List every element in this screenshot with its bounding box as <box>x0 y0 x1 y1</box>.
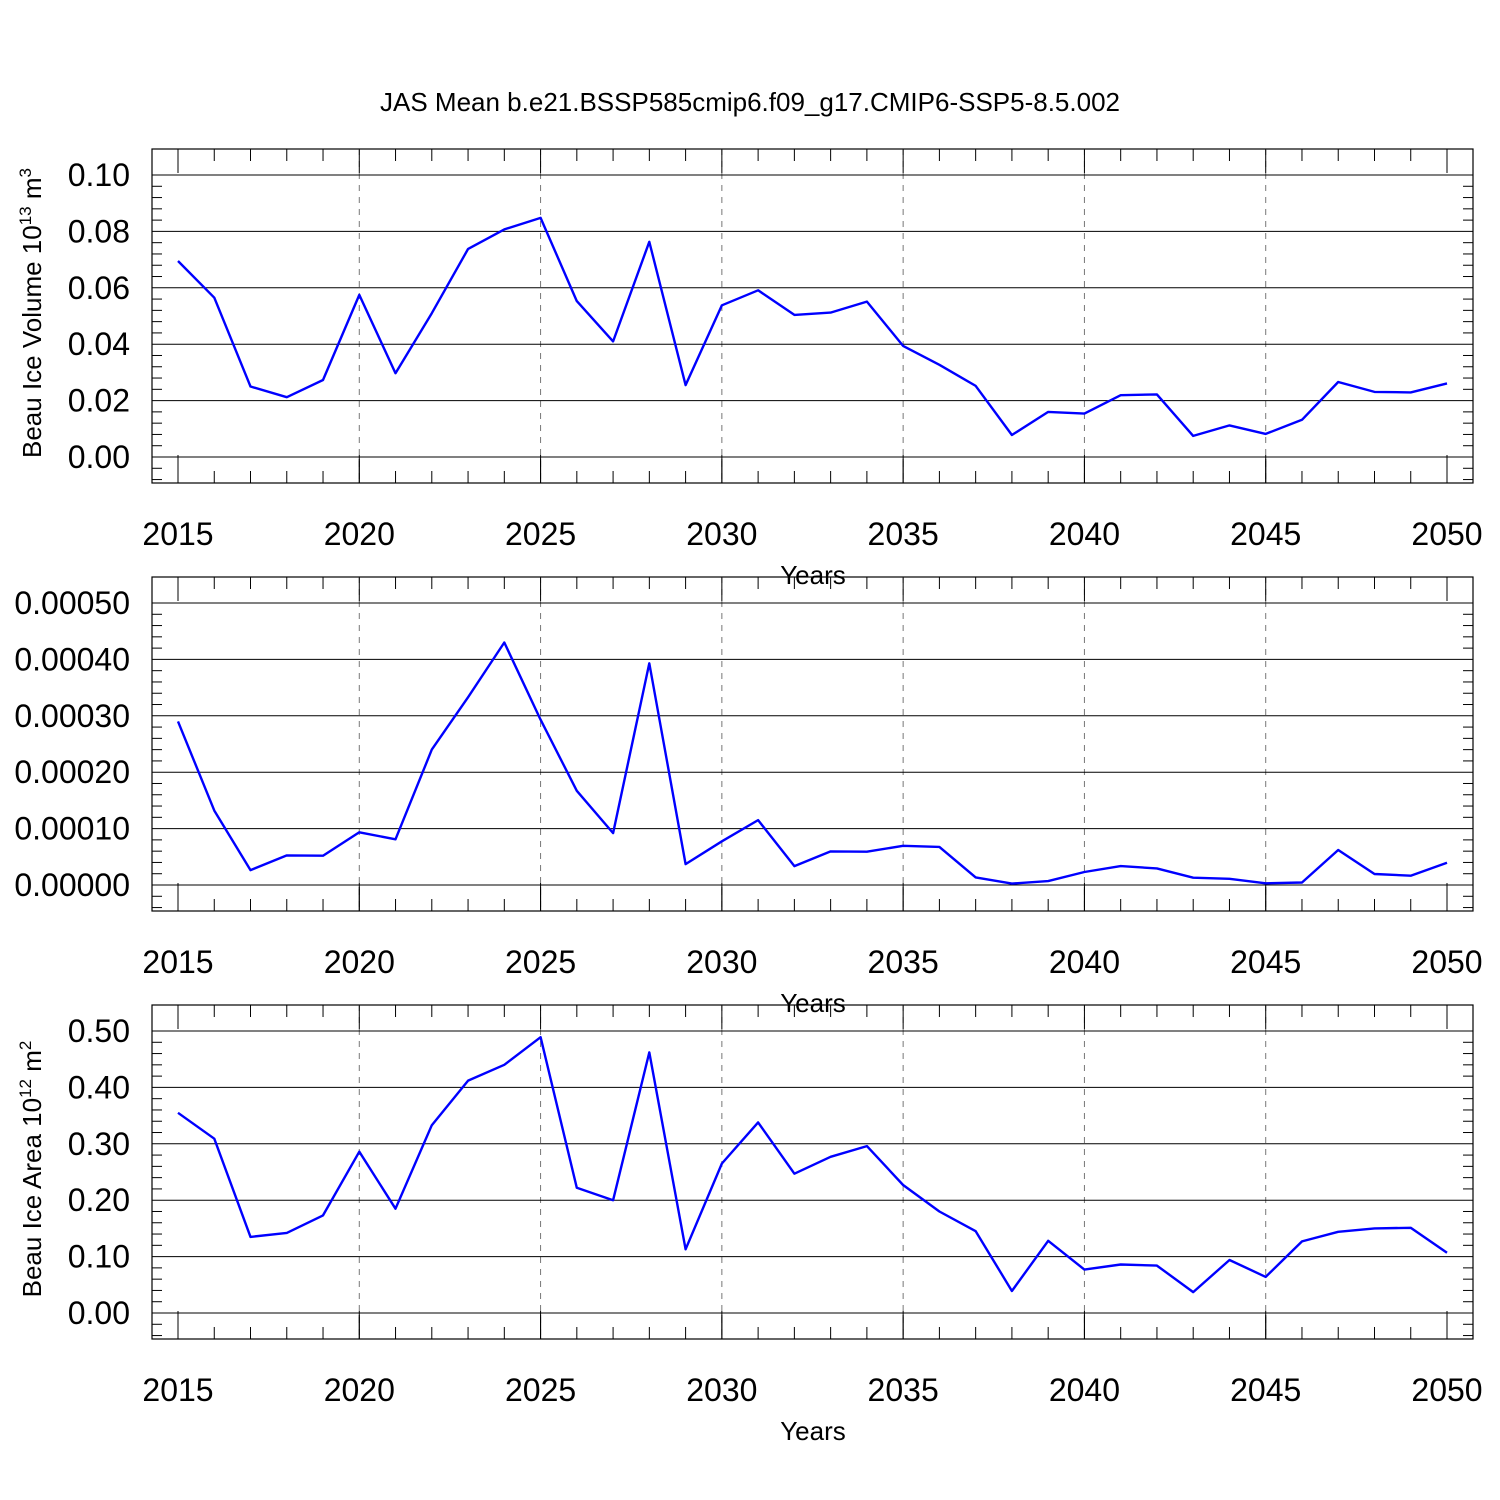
x-tick-label: 2050 <box>1411 1372 1482 1408</box>
y-tick-label: 0.10 <box>68 157 130 193</box>
x-axis-label: Years <box>780 560 846 590</box>
y-tick-label: 0.00010 <box>14 811 130 847</box>
y-tick-label: 0.04 <box>68 326 130 362</box>
x-tick-label: 2025 <box>505 944 576 980</box>
x-tick-label: 2020 <box>324 1372 395 1408</box>
y-tick-label: 0.00020 <box>14 754 130 790</box>
y-axis-label-exponent: 12 <box>16 1079 35 1098</box>
y-tick-label: 0.08 <box>68 213 130 249</box>
y-tick-label: 0.00000 <box>14 867 130 903</box>
y-axis-label: Beau Ice Area 1012 m2 <box>16 1041 47 1298</box>
x-tick-label: 2030 <box>686 516 757 552</box>
y-tick-label: 0.00040 <box>14 641 130 677</box>
x-tick-label: 2035 <box>868 1372 939 1408</box>
x-tick-label: 2020 <box>324 944 395 980</box>
panel-3: 0.00 0.10 0.20 0.30 0.40 0.50 2015 2020 2025 2030… <box>16 1004 1483 1446</box>
plot-frame <box>151 1004 1474 1340</box>
panel-1: 0.00 0.02 0.04 0.06 0.08 0.10 2015 2020 2025 2030… <box>16 148 1483 590</box>
x-tick-label: 2035 <box>868 516 939 552</box>
y-axis-label-unit: m <box>17 177 47 206</box>
x-tick-label: 2050 <box>1411 944 1482 980</box>
x-tick-label: 2045 <box>1230 944 1301 980</box>
x-tick-label: 2015 <box>142 944 213 980</box>
y-axis-label-unit: m <box>17 1050 47 1079</box>
y-tick-label: 0.00 <box>68 439 130 475</box>
y-tick-label: 0.40 <box>68 1069 130 1105</box>
y-tick-label: 0.00050 <box>14 585 130 621</box>
y-tick-label: 0.30 <box>68 1126 130 1162</box>
y-tick-label: 0.50 <box>68 1013 130 1049</box>
series-line <box>176 641 1448 885</box>
x-tick-label: 2025 <box>505 1372 576 1408</box>
plot-frame <box>151 576 1474 912</box>
x-axis-label: Years <box>780 1416 846 1446</box>
x-tick-label: 2040 <box>1049 516 1120 552</box>
y-tick-label: 0.02 <box>68 383 130 419</box>
x-tick-label: 2035 <box>868 944 939 980</box>
y-axis-label-exponent: 13 <box>16 206 35 225</box>
panel-2: 0.00000 0.00010 0.00020 0.00030 0.00040 0.000… <box>14 576 1483 1018</box>
y-tick-label: 0.10 <box>68 1239 130 1275</box>
y-axis-label-text: Beau Ice Area 10 <box>17 1098 47 1297</box>
y-axis-label-text: Beau Ice Volume 10 <box>17 225 47 458</box>
series-line <box>177 1035 1448 1294</box>
y-tick-label: 0.06 <box>68 270 130 306</box>
series-line <box>177 216 1448 438</box>
x-tick-label: 2025 <box>505 516 576 552</box>
x-tick-label: 2015 <box>142 516 213 552</box>
y-axis-label-unit-exponent: 2 <box>16 1041 35 1050</box>
chart-title: JAS Mean b.e21.BSSP585cmip6.f09_g17.CMIP… <box>380 87 1120 117</box>
x-tick-label: 2020 <box>324 516 395 552</box>
y-tick-label: 0.00 <box>68 1295 130 1331</box>
y-axis-label-unit-exponent: 3 <box>16 168 35 177</box>
panels: 0.00 0.02 0.04 0.06 0.08 0.10 2015 2020 2025 2030… <box>14 148 1483 1446</box>
x-tick-label: 2040 <box>1049 944 1120 980</box>
plot-frame <box>151 148 1474 484</box>
x-tick-label: 2045 <box>1230 516 1301 552</box>
x-tick-label: 2045 <box>1230 1372 1301 1408</box>
y-tick-label: 0.00030 <box>14 698 130 734</box>
y-axis-label: Beau Ice Volume 1013 m3 <box>16 168 47 458</box>
x-tick-label: 2015 <box>142 1372 213 1408</box>
x-tick-label: 2040 <box>1049 1372 1120 1408</box>
x-tick-label: 2050 <box>1411 516 1482 552</box>
x-axis-label: Years <box>780 988 846 1018</box>
y-tick-label: 0.20 <box>68 1182 130 1218</box>
x-tick-label: 2030 <box>686 944 757 980</box>
x-tick-label: 2030 <box>686 1372 757 1408</box>
